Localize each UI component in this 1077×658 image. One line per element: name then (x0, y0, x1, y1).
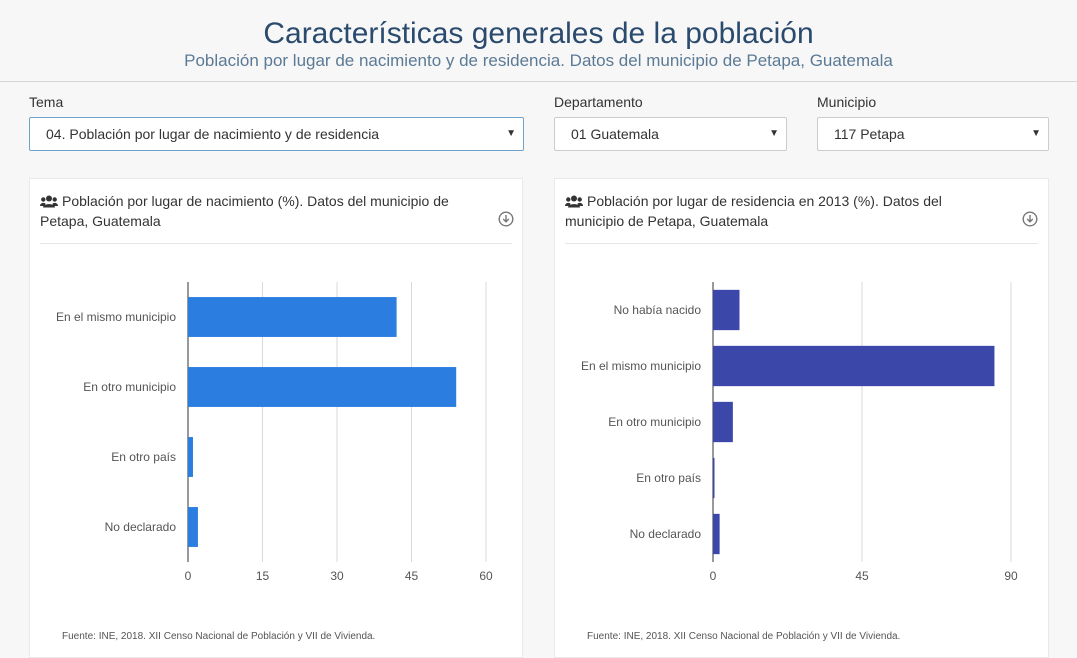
bar[interactable] (713, 401, 733, 443)
tema-select-value: 04. Población por lugar de nacimiento y … (46, 126, 380, 142)
bar[interactable] (713, 513, 720, 555)
bar[interactable] (188, 297, 397, 337)
y-category-label: En otro municipio (83, 380, 176, 394)
y-category-label: En el mismo municipio (581, 359, 701, 373)
x-tick-label: 0 (185, 569, 192, 583)
departamento-select-value: 01 Guatemala (571, 126, 659, 142)
y-category-label: No declarado (630, 527, 702, 541)
panel-title: Población por lugar de nacimiento (%). D… (40, 191, 470, 231)
page-header: Características generales de la població… (0, 0, 1077, 82)
download-icon[interactable] (1022, 211, 1038, 227)
chevron-down-icon: ▼ (506, 128, 516, 139)
residence-bar-chart: 0 45 90 No había nacido En el mismo municipi… (581, 282, 1018, 583)
birthplace-chart-panel: Población por lugar de nacimiento (%). D… (29, 178, 523, 658)
x-tick-label: 60 (479, 569, 493, 583)
x-tick-label: 15 (256, 569, 270, 583)
page-title: Características generales de la població… (263, 17, 814, 50)
download-icon[interactable] (498, 211, 514, 227)
bar[interactable] (713, 457, 715, 499)
residence-chart-panel: Población por lugar de residencia en 201… (554, 178, 1049, 658)
y-category-label: No declarado (105, 520, 177, 534)
chevron-down-icon: ▼ (769, 128, 779, 139)
x-tick-label: 0 (710, 569, 717, 583)
x-tick-label: 30 (330, 569, 344, 583)
municipio-label: Municipio (817, 94, 877, 110)
panel-title-text: Población por lugar de nacimiento (%). D… (40, 193, 449, 229)
y-category-label: En otro municipio (608, 415, 701, 429)
x-tick-label: 45 (405, 569, 419, 583)
tema-label: Tema (29, 94, 64, 110)
birthplace-bar-chart: 0 15 30 45 60 En el mismo municipio En otro mu… (56, 282, 493, 583)
municipio-select-value: 117 Petapa (834, 126, 905, 142)
y-category-label: No había nacido (614, 303, 702, 317)
tema-select[interactable]: 04. Población por lugar de nacimiento y … (29, 117, 524, 151)
panel-title: Población por lugar de residencia en 201… (565, 191, 995, 231)
departamento-label: Departamento (554, 94, 643, 110)
bar[interactable] (188, 367, 457, 407)
departamento-select[interactable]: 01 Guatemala ▼ (554, 117, 787, 151)
users-icon (40, 195, 58, 208)
bar[interactable] (713, 345, 995, 387)
source-note: Fuente: INE, 2018. XII Censo Nacional de… (587, 631, 901, 642)
y-category-label: En el mismo municipio (56, 310, 176, 324)
chevron-down-icon: ▼ (1031, 128, 1041, 139)
bar[interactable] (713, 289, 740, 331)
y-category-label: En otro país (111, 450, 176, 464)
x-tick-label: 45 (855, 569, 869, 583)
x-tick-label: 90 (1004, 569, 1018, 583)
users-icon (565, 195, 583, 208)
y-category-label: En otro país (636, 471, 701, 485)
municipio-select[interactable]: 117 Petapa ▼ (817, 117, 1049, 151)
panel-divider (565, 243, 1038, 244)
page-subtitle: Población por lugar de nacimiento y de r… (184, 51, 893, 70)
panel-divider (40, 243, 512, 244)
bar[interactable] (188, 507, 198, 547)
bar[interactable] (188, 437, 193, 477)
panel-title-text: Población por lugar de residencia en 201… (565, 193, 942, 229)
source-note: Fuente: INE, 2018. XII Censo Nacional de… (62, 631, 376, 642)
